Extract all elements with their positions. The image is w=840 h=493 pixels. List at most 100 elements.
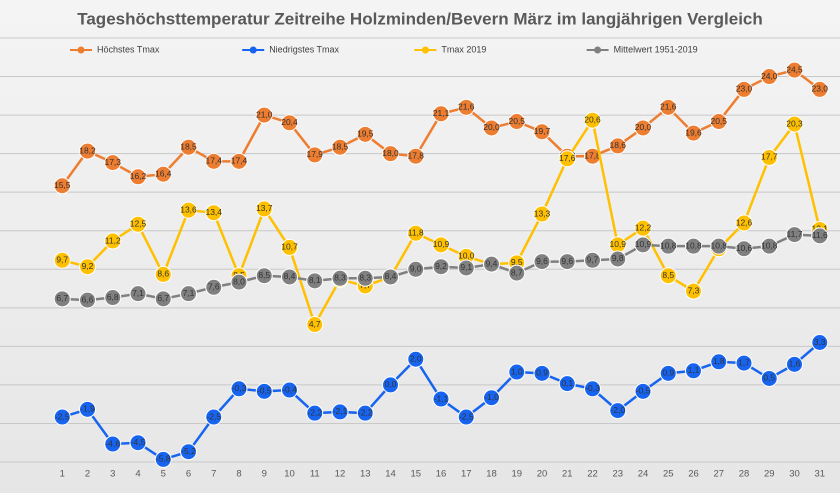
data-label: 10,7	[281, 242, 298, 252]
data-label: 8,1	[309, 275, 321, 285]
data-label: 8,5	[258, 270, 270, 280]
data-point	[432, 105, 450, 123]
data-label: 9,6	[536, 256, 548, 266]
data-point	[331, 403, 349, 421]
x-tick-label: 26	[688, 469, 699, 480]
data-point	[230, 273, 248, 291]
series-line	[61, 68, 821, 187]
data-point	[53, 290, 71, 308]
data-point	[533, 123, 551, 141]
x-tick-label: 5	[161, 469, 166, 480]
data-label: -0,5	[257, 386, 272, 396]
x-tick-label: 18	[486, 469, 497, 480]
x-tick-label: 31	[814, 469, 825, 480]
data-label: -0,3	[585, 383, 600, 393]
data-point	[760, 68, 778, 86]
data-label: -2,5	[206, 411, 221, 421]
data-point	[432, 258, 450, 276]
data-point	[457, 98, 475, 116]
x-tick-label: 25	[663, 469, 674, 480]
legend-marker	[77, 46, 85, 54]
data-point	[634, 219, 652, 237]
data-point	[760, 148, 778, 166]
data-label: 8,7	[511, 267, 523, 277]
data-label: 6,7	[56, 293, 68, 303]
data-label: 4,7	[309, 319, 321, 329]
data-label: 15,5	[54, 180, 71, 190]
data-point	[685, 124, 702, 142]
data-point	[609, 137, 627, 155]
data-point	[255, 382, 273, 400]
data-label: 24,0	[761, 71, 778, 81]
data-label: 20,3	[786, 118, 803, 128]
x-tick-label: 27	[713, 469, 724, 480]
data-point	[786, 61, 803, 79]
data-label: 8,4	[385, 271, 397, 281]
data-label: 1,8	[713, 356, 725, 366]
data-point	[281, 268, 298, 286]
data-label: 0,1	[561, 378, 573, 388]
data-label: 18,2	[79, 145, 96, 155]
data-point	[558, 150, 576, 168]
data-point	[180, 285, 197, 303]
data-point	[533, 205, 551, 223]
data-point	[255, 267, 273, 285]
data-label: 21,6	[660, 102, 677, 112]
data-label: 7,1	[132, 288, 144, 298]
data-label: 1,0	[511, 366, 523, 376]
x-tick-label: 9	[262, 469, 267, 480]
legend-marker	[594, 46, 602, 54]
data-label: 20,0	[483, 122, 500, 132]
data-label: 1,7	[738, 357, 750, 367]
data-label: -2,5	[55, 411, 70, 421]
data-label: 0,9	[536, 368, 548, 378]
data-label: 11,7	[787, 229, 803, 239]
x-tick-label: 14	[385, 469, 396, 480]
data-label: 12,5	[130, 219, 147, 229]
data-label: 17,9	[306, 149, 323, 159]
data-label: 7,6	[208, 282, 220, 292]
data-point	[483, 255, 500, 273]
data-point	[129, 168, 147, 186]
data-point	[382, 145, 399, 163]
data-point	[710, 237, 728, 255]
data-point	[735, 80, 753, 98]
data-point	[205, 278, 223, 296]
data-label: 18,0	[382, 148, 399, 158]
data-point	[558, 375, 576, 393]
x-tick-label: 7	[211, 469, 216, 480]
legend-label: Tmax 2019	[441, 44, 486, 54]
data-label: 20,4	[281, 117, 298, 127]
data-label: 8,3	[359, 273, 371, 283]
data-point	[760, 237, 778, 255]
data-label: 8,6	[157, 269, 169, 279]
data-point	[609, 402, 627, 420]
data-label: -1,1	[434, 393, 449, 403]
data-point	[154, 290, 172, 308]
data-point	[154, 165, 172, 183]
data-label: 17,8	[584, 150, 601, 160]
data-label: 17,6	[559, 153, 576, 163]
data-point	[205, 408, 223, 426]
data-label: 20,6	[584, 114, 601, 124]
data-label: 18,5	[180, 141, 197, 151]
data-point	[432, 236, 450, 254]
x-tick-label: 23	[612, 469, 623, 480]
data-label: 17,8	[407, 150, 424, 160]
data-point	[508, 264, 526, 282]
data-label: 7,3	[688, 285, 700, 295]
series-line	[61, 117, 821, 328]
data-point	[205, 204, 223, 222]
data-point	[129, 215, 147, 233]
data-label: 19,6	[685, 127, 702, 137]
data-point	[306, 404, 324, 422]
data-point	[710, 113, 728, 131]
data-point	[356, 404, 374, 422]
data-label: 9,0	[410, 264, 422, 274]
data-point	[104, 289, 122, 307]
data-point	[154, 450, 172, 468]
x-tick-label: 4	[135, 469, 140, 480]
data-point	[407, 224, 425, 242]
data-point	[685, 237, 702, 255]
data-point	[659, 364, 677, 382]
